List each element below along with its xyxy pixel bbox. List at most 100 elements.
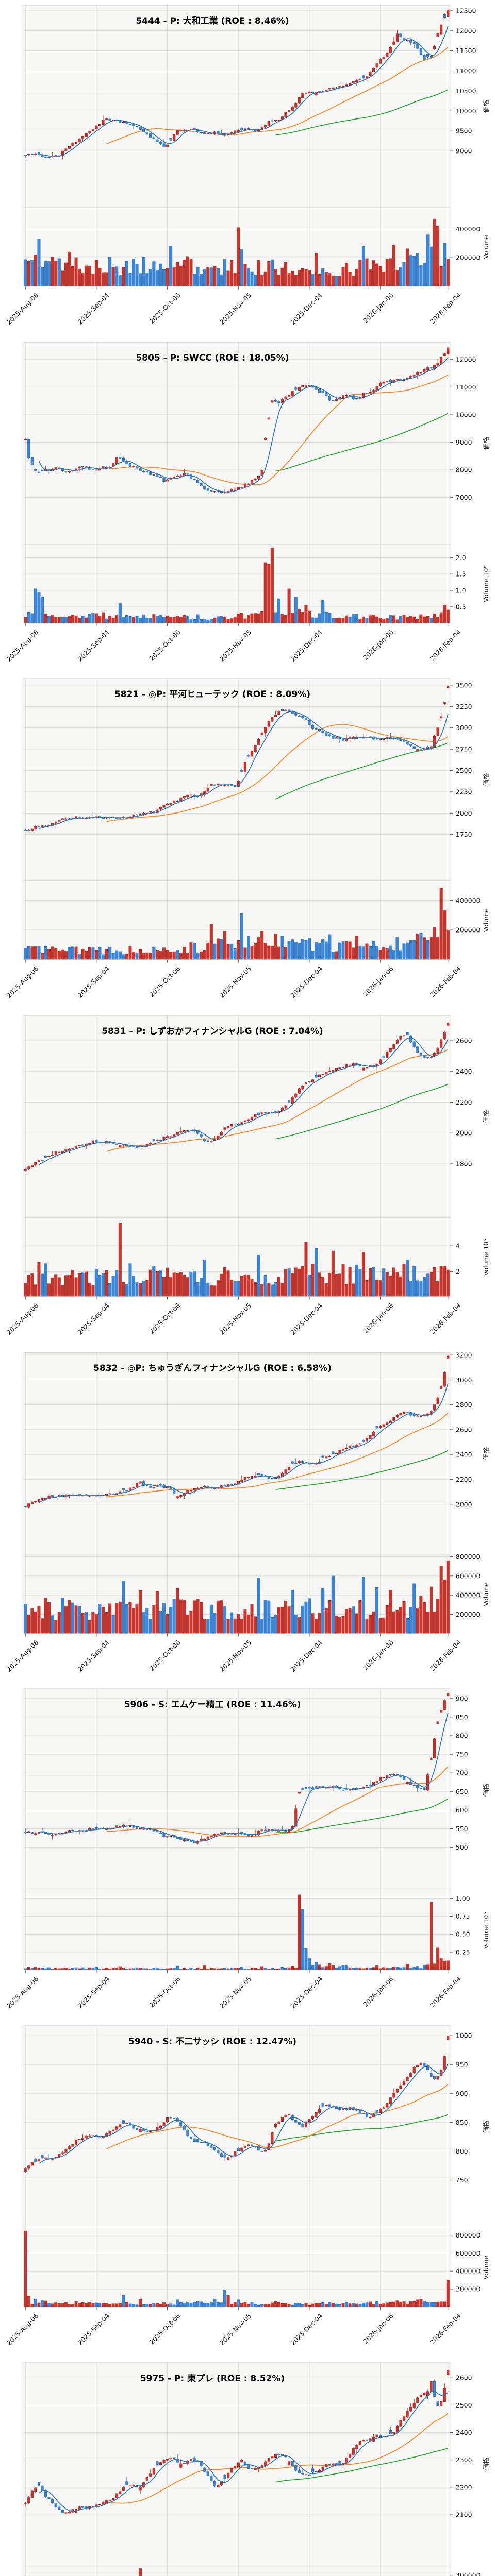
date-tick-label: 2026-Feb-04: [428, 2312, 463, 2346]
volume-axis-label: Volume: [482, 1582, 490, 1606]
volume-axis: 200000 400000 600000 800000: [450, 2231, 481, 2293]
candlestick-series: [24, 2369, 450, 2514]
volume-bars: [139, 2568, 142, 2576]
price-axis-label: 価格: [482, 773, 490, 786]
price-axis-label: 価格: [482, 1110, 490, 1123]
date-tick-label: 2025-Nov-05: [218, 1638, 253, 1673]
price-tick-label: 2300: [456, 2456, 472, 2464]
volume-tick-label: 0.50: [456, 1930, 470, 1938]
price-tick-label: 2400: [456, 2429, 472, 2436]
price-tick-label: 2600: [456, 2374, 472, 2382]
plot-background: [24, 342, 450, 623]
price-tick-label: 2400: [456, 1450, 472, 1458]
volume-tick-label: 4: [456, 1242, 460, 1250]
date-tick-label: 2025-Dec-04: [289, 2312, 324, 2347]
date-tick-label: 2025-Sep-04: [76, 2312, 111, 2346]
date-tick-label: 2026-Feb-04: [428, 291, 463, 325]
plot-frame: [23, 1015, 451, 1297]
chart-figure-5444: 9000 9500 10000 10500 11000 11500 12000 12500 20…: [5, 5, 490, 326]
price-axis: 2100 2200 2300 2400 2500 2600: [450, 2374, 472, 2518]
volume-axis: 200000 400000: [450, 225, 481, 262]
date-tick-label: 2026-Feb-04: [428, 1638, 463, 1672]
volume-tick-label: 200000: [456, 2285, 481, 2293]
price-tick-label: 12500: [456, 7, 476, 14]
plot-frame: [23, 2025, 451, 2308]
date-tick-label: 2025-Oct-06: [148, 1301, 182, 1335]
date-tick-label: 2025-Aug-06: [5, 628, 40, 663]
ma75-line: [275, 2114, 449, 2142]
date-tick-label: 2025-Nov-05: [218, 628, 253, 663]
volume-bars: [24, 1560, 450, 1634]
price-tick-label: 3500: [456, 682, 472, 689]
price-tick-label: 2100: [456, 2511, 472, 2518]
volume-axis: 24: [450, 1242, 460, 1275]
volume-tick-label: 300000: [456, 2571, 481, 2576]
price-axis-label: 価格: [482, 1447, 490, 1460]
price-axis: 1800 2000 2200 2400 2600: [450, 1037, 472, 1168]
stock-chart-5832: 2000 2200 2400 2600 2800 3000 3200 200000 400000…: [0, 1347, 495, 1684]
plot-frame: [23, 678, 451, 960]
price-tick-label: 850: [456, 2119, 468, 2126]
plot-frame: [23, 5, 451, 287]
price-tick-label: 1000: [456, 2032, 472, 2040]
date-tick-label: 2026-Jan-06: [361, 291, 395, 325]
ma5-line: [38, 1037, 449, 1165]
volume-tick-label: 0.25: [456, 1948, 470, 1956]
price-tick-label: 1750: [456, 831, 472, 839]
price-axis: 500 550 600 650 700 750 800 850 900: [450, 1695, 468, 1852]
price-tick-label: 750: [456, 1751, 468, 1758]
price-tick-label: 10500: [456, 87, 476, 95]
price-tick-label: 12000: [456, 355, 476, 363]
price-tick-label: 11000: [456, 383, 476, 391]
price-axis: 2000 2200 2400 2600 2800 3000 3200: [450, 1351, 472, 1508]
volume-tick-label: 400000: [456, 896, 481, 904]
chart-title: 5805 - P: SWCC (ROE : 18.05%): [136, 353, 289, 363]
date-tick-label: 2026-Feb-04: [428, 965, 463, 999]
price-tick-label: 2250: [456, 788, 472, 796]
plot-background: [24, 2362, 450, 2576]
date-tick-label: 2025-Aug-06: [5, 1638, 40, 1673]
price-tick-label: 2000: [456, 1129, 472, 1137]
date-tick-label: 2025-Nov-05: [218, 2312, 253, 2347]
volume-axis: 200000 400000: [450, 896, 481, 934]
stock-chart-5940: 750 800 850 900 950 1000 200000 400000 600000 800…: [0, 2021, 495, 2358]
date-tick-label: 2025-Aug-06: [5, 965, 40, 1000]
ma75-line: [275, 89, 449, 136]
volume-tick-label: 800000: [456, 2231, 481, 2239]
price-axis-label: 価格: [482, 99, 490, 112]
price-tick-label: 800: [456, 1732, 468, 1740]
volume-tick-label: 800000: [456, 1553, 481, 1561]
x-axis: 2025-Aug-06 2025-Sep-04 2025-Oct-06 2025-No…: [5, 286, 463, 326]
chart-figure-5805: 7000 8000 9000 10000 11000 12000 0.5 1.0 1.5 2.0 2…: [5, 342, 490, 663]
date-tick-label: 2025-Dec-04: [289, 1975, 324, 2010]
stock-chart-5975: 2100 2200 2300 2400 2500 2600 1000002000003000…: [0, 2357, 495, 2576]
date-tick-label: 2025-Oct-06: [148, 628, 182, 662]
stock-chart-5805: 7000 8000 9000 10000 11000 12000 0.5 1.0 1.5 2.0 2…: [0, 336, 495, 674]
price-tick-label: 11500: [456, 47, 476, 55]
date-tick-label: 2025-Nov-05: [218, 1301, 253, 1336]
price-tick-label: 1800: [456, 1160, 472, 1168]
volume-tick-label: 600000: [456, 2249, 481, 2257]
volume-tick-label: 400000: [456, 225, 481, 233]
date-tick-label: 2025-Sep-04: [76, 628, 111, 663]
stock-chart-5831: 1800 2000 2200 2400 2600 2 4 2025-Aug-06 2025-Se…: [0, 1010, 495, 1347]
volume-tick-label: 1.00: [456, 1895, 470, 1903]
ma75-line: [275, 742, 449, 800]
date-tick-label: 2025-Oct-06: [148, 965, 182, 999]
date-tick-label: 2025-Oct-06: [148, 291, 182, 325]
price-tick-label: 3250: [456, 703, 472, 710]
date-tick-label: 2026-Jan-06: [361, 1638, 395, 1672]
x-axis: 2025-Aug-06 2025-Sep-04 2025-Oct-06 2025-No…: [5, 1970, 463, 2010]
plot-frame: [23, 2362, 451, 2576]
price-tick-label: 3000: [456, 724, 472, 732]
ma25-line: [106, 2413, 449, 2504]
grid-lines: [24, 342, 450, 623]
chart-figure-5906: 500 550 600 650 700 750 800 850 900 0.25 0.50 0.75 1…: [5, 1688, 490, 2010]
volume-axis: 0.5 1.0 1.5 2.0: [450, 553, 466, 611]
price-axis: 1750 2000 2250 2500 2750 3000 3250 3500: [450, 682, 472, 839]
grid-lines: [24, 2362, 450, 2576]
price-axis: 9000 9500 10000 10500 11000 11500 12000 12500: [450, 7, 476, 155]
date-tick-label: 2026-Feb-04: [428, 628, 463, 662]
stock-chart-5906: 500 550 600 650 700 750 800 850 900 0.25 0.50 0.75 1…: [0, 1684, 495, 2021]
